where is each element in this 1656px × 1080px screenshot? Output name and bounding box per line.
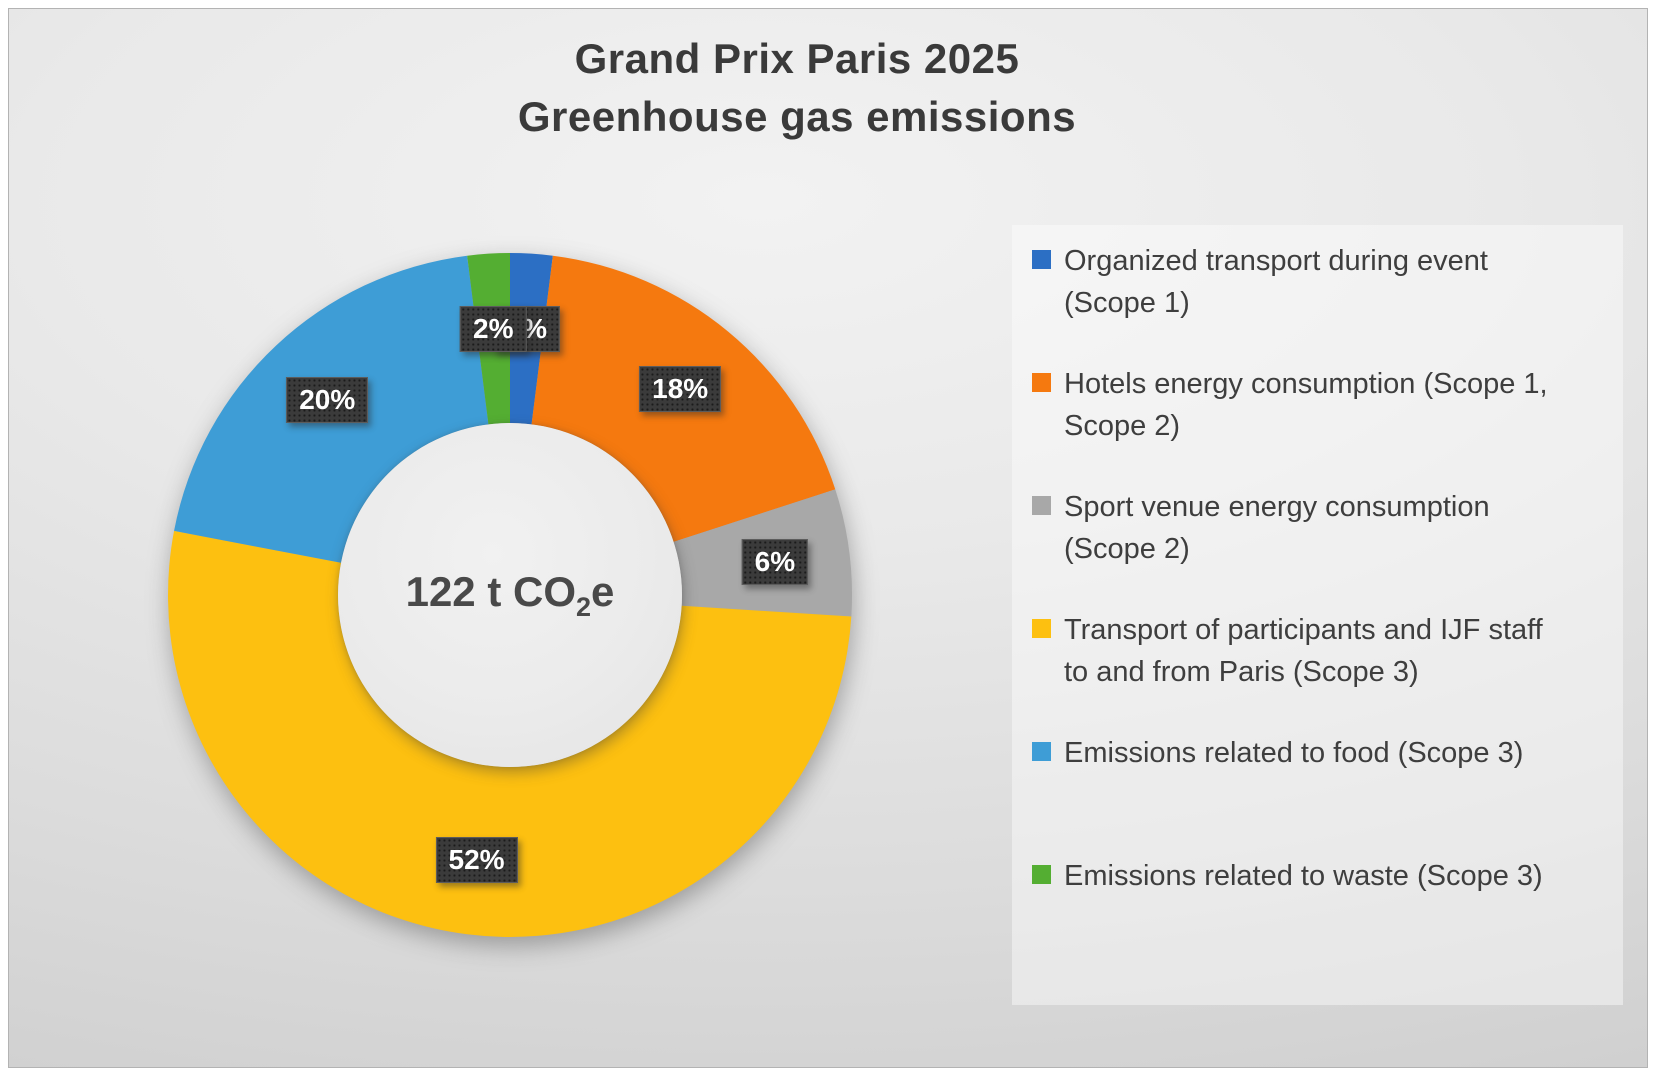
- legend-item-transport-of-participants-an: Transport of participants and IJF staff …: [1032, 609, 1612, 732]
- chart-title-line2: Greenhouse gas emissions: [517, 93, 1077, 140]
- legend-label: Emissions related to food (Scope 3): [1064, 737, 1524, 769]
- legend-label: Transport of participants and IJF staff …: [1064, 614, 1543, 688]
- data-label-sport-venue-energy-consumpti: 6%: [741, 538, 809, 585]
- legend-item-emissions-related-to-waste-s: Emissions related to waste (Scope 3): [1032, 855, 1612, 978]
- legend: Organized transport during event (Scope …: [1032, 240, 1612, 978]
- legend-swatch: [1032, 619, 1051, 638]
- legend-swatch: [1032, 865, 1051, 884]
- legend-swatch: [1032, 373, 1051, 392]
- data-label-transport-of-participants-an: 52%: [435, 836, 518, 883]
- chart-title-line1: Grand Prix Paris 2025: [574, 35, 1020, 82]
- data-label-hotels-energy-consumption-sc: 18%: [639, 366, 722, 413]
- legend-item-organized-transport-during-e: Organized transport during event (Scope …: [1032, 240, 1612, 363]
- legend-item-emissions-related-to-food-sc: Emissions related to food (Scope 3): [1032, 732, 1612, 855]
- legend-label: Sport venue energy consumption (Scope 2): [1064, 491, 1490, 565]
- legend-swatch: [1032, 496, 1051, 515]
- center-total-label: 122 t CO2e: [405, 567, 615, 622]
- legend-label: Organized transport during event (Scope …: [1064, 245, 1488, 319]
- legend-panel: [1012, 225, 1623, 1005]
- data-label-emissions-related-to-waste-s: 2%: [460, 305, 527, 352]
- donut-hole: 122 t CO2e: [338, 423, 682, 767]
- legend-swatch: [1032, 250, 1051, 269]
- legend-label: Hotels energy consumption (Scope 1, Scop…: [1064, 368, 1548, 442]
- data-label-emissions-related-to-food-sc: 20%: [286, 377, 369, 424]
- legend-item-sport-venue-energy-consumpti: Sport venue energy consumption (Scope 2): [1032, 486, 1612, 609]
- donut-chart: [168, 253, 853, 937]
- donut-slice-transport-of-participants-an: [168, 530, 852, 937]
- legend-label: Emissions related to waste (Scope 3): [1064, 860, 1543, 892]
- legend-swatch: [1032, 742, 1051, 761]
- chart-title: Grand Prix Paris 2025 Greenhouse gas emi…: [0, 30, 1594, 146]
- legend-item-hotels-energy-consumption-sc: Hotels energy consumption (Scope 1, Scop…: [1032, 363, 1612, 486]
- subscript-2: 2: [576, 591, 592, 622]
